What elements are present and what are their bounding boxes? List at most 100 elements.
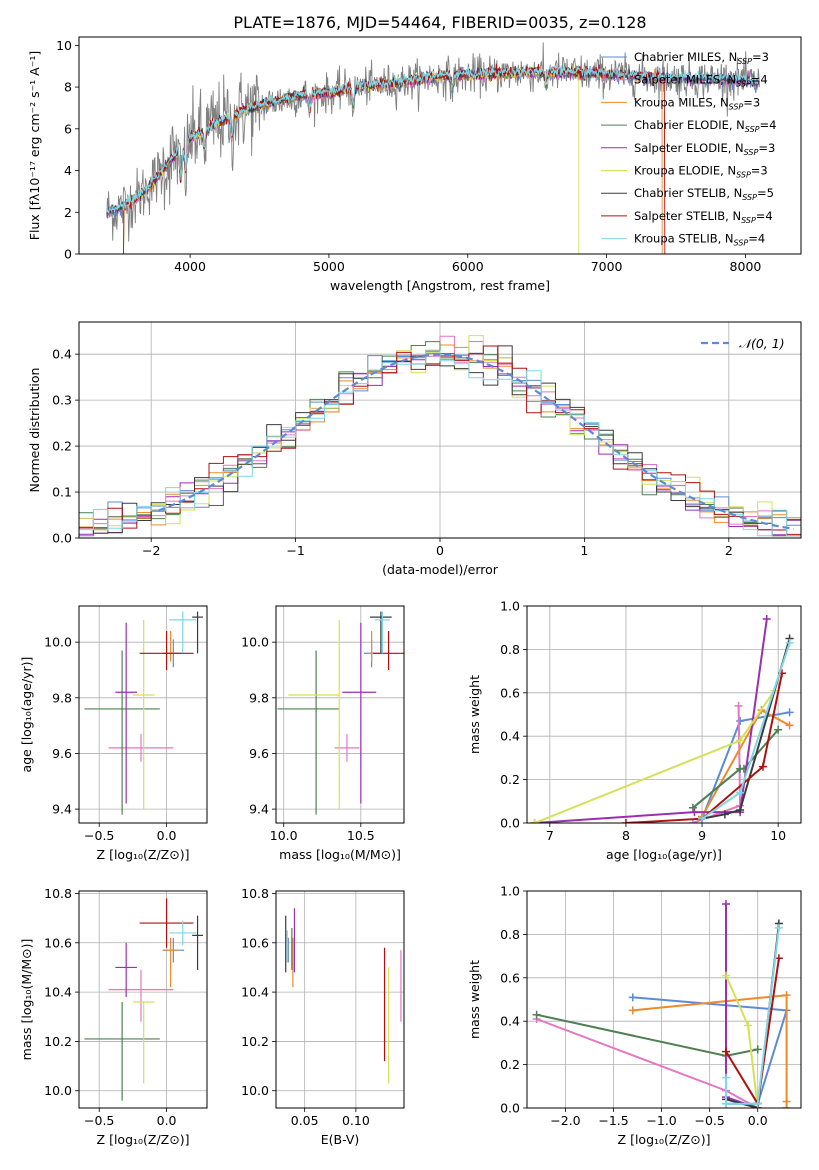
plot-area [79, 335, 801, 537]
x-tick-label: 4000 [174, 259, 206, 274]
weight-marker-salpeter-stelib [722, 1047, 731, 1056]
x-axis-label: Z [log₁₀(Z/Z⊙)] [97, 847, 190, 862]
legend-label-chabrier-miles: Chabrier MILES, NSSP=3 [634, 50, 769, 66]
weight-marker-kroupa-stelib [753, 1099, 762, 1108]
plot-area [106, 42, 760, 254]
y-tick-label: 10.4 [241, 985, 269, 1000]
weight-marker-kroupa-stelib [722, 1073, 731, 1082]
figure-title: PLATE=1876, MJD=54464, FIBERID=0035, z=0… [233, 13, 646, 32]
plot-area [532, 900, 791, 1108]
spectrum-legend: Chabrier MILES, NSSP=3 Salpeter MILES, NS… [601, 50, 776, 248]
histogram-chabrier-stelib [79, 345, 801, 534]
y-tick-label: 10.8 [44, 886, 72, 901]
y-tick-label: 9.8 [52, 690, 72, 705]
y-tick-label: 10.6 [44, 935, 72, 950]
x-tick-label: 0.0 [157, 828, 177, 843]
weight-marker-chabrier-elodie [753, 1045, 762, 1054]
y-tick-label: 0.8 [500, 927, 520, 942]
panel-weight-vs-Z: −2.0 −1.5 −1.0 −0.5 0.0 0.0 0.2 0.4 0.6 0.8 1.0 Z [… [467, 884, 802, 1147]
weight-marker-salpeter-stelib [758, 762, 767, 771]
legend-label-salpeter-elodie: Salpeter ELODIE, NSSP=3 [634, 141, 775, 157]
x-tick-label: −0.5 [84, 828, 114, 843]
weight-marker-kroupa-elodie [736, 736, 745, 745]
x-tick-label: −1.5 [598, 1113, 628, 1128]
model-spectrum-kroupa-miles [123, 66, 663, 254]
weight-marker-chabrier-miles [736, 717, 745, 726]
x-tick-label: 8 [622, 828, 630, 843]
weight-marker-chabrier-miles [628, 993, 637, 1002]
y-tick-label: 10.0 [241, 1083, 269, 1098]
y-tick-label: 0.2 [500, 1057, 520, 1072]
y-axis-label: Flux [fλ10⁻¹⁷ erg cm⁻² s⁻¹ A⁻¹] [27, 51, 42, 240]
y-tick-label: 8 [64, 80, 72, 95]
x-tick-label: −2.0 [550, 1113, 580, 1128]
y-tick-label: 10.6 [241, 935, 269, 950]
axes-frame [78, 36, 802, 255]
weight-marker-salpeter-elodie [722, 900, 731, 909]
y-tick-label: 9.8 [249, 690, 269, 705]
legend-label-salpeter-miles: Salpeter MILES, NSSP=4 [634, 73, 768, 89]
x-axis-label: E(B-V) [321, 1132, 360, 1147]
panel-mass-vs-Z: −0.5 0.0 10.0 10.2 10.4 10.6 10.8 Z [log₁₀(Z/Z⊙… [19, 886, 208, 1147]
weight-marker-salpeter-miles [688, 819, 697, 823]
x-tick-label: 0.10 [342, 1113, 370, 1128]
weight-marker-kroupa-stelib [774, 923, 783, 932]
weight-line-kroupa-stelib [725, 927, 780, 1105]
x-tick-label: 8000 [730, 259, 762, 274]
x-tick-label: −1 [286, 543, 304, 558]
legend-label-kroupa-miles: Kroupa MILES, NSSP=3 [634, 95, 760, 111]
legend-label-normal: 𝒩(0, 1) [739, 336, 785, 351]
weight-line-kroupa-elodie [725, 975, 759, 1108]
panel-residuals: −2 −1 0 1 2 0.0 0.1 0.2 0.3 0.4 (data-model)/error… [27, 321, 802, 577]
y-tick-label: 0.4 [500, 729, 520, 744]
weight-line-salpeter-miles [536, 1018, 759, 1108]
weight-marker-kroupa-miles [628, 1006, 637, 1015]
weight-marker-salpeter-miles [734, 701, 743, 710]
y-tick-label: 4 [64, 163, 72, 178]
weight-marker-kroupa-elodie [744, 1021, 753, 1030]
x-tick-label: −0.5 [84, 1113, 114, 1128]
axes-frame [275, 605, 405, 824]
weight-marker-kroupa-stelib [736, 788, 745, 797]
x-axis-label: Z [log₁₀(Z/Z⊙)] [97, 1132, 190, 1147]
plot-area [530, 615, 794, 823]
y-tick-label: 1.0 [500, 599, 520, 614]
y-tick-label: 0.6 [500, 685, 520, 700]
x-tick-label: 0.0 [748, 1113, 768, 1128]
y-tick-label: 2 [64, 205, 72, 220]
weight-line-chabrier-stelib [701, 638, 791, 820]
y-tick-label: 10.2 [44, 1034, 72, 1049]
y-axis-label: mass weight [467, 960, 482, 1039]
y-axis-label: mass weight [467, 675, 482, 754]
weight-marker-chabrier-elodie [688, 803, 697, 812]
y-tick-label: 0.4 [500, 1014, 520, 1029]
y-tick-label: 0.2 [52, 439, 72, 454]
y-tick-label: 0.0 [500, 1101, 520, 1116]
weight-marker-chabrier-stelib [736, 805, 745, 814]
weight-marker-salpeter-stelib [621, 819, 630, 823]
x-tick-label: 1 [580, 543, 588, 558]
axes-frame [526, 605, 802, 824]
y-axis-label: age [log₁₀(age/yr)] [19, 657, 34, 773]
x-tick-label: 6000 [452, 259, 484, 274]
weight-marker-chabrier-elodie [774, 725, 783, 734]
y-tick-label: 0.6 [500, 970, 520, 985]
legend-label-kroupa-stelib: Kroupa STELIB, NSSP=4 [634, 232, 765, 248]
axes-frame [78, 890, 208, 1109]
y-tick-label: 0.8 [500, 642, 520, 657]
x-tick-label: 10.0 [270, 828, 298, 843]
weight-marker-salpeter-elodie [762, 615, 771, 624]
legend-label-chabrier-stelib: Chabrier STELIB, NSSP=5 [634, 186, 774, 202]
x-axis-label: mass [log₁₀(M/M⊙)] [279, 847, 401, 862]
weight-marker-kroupa-elodie [530, 819, 539, 823]
weight-marker-kroupa-stelib [785, 638, 794, 647]
legend-label-kroupa-elodie: Kroupa ELODIE, NSSP=3 [634, 164, 768, 180]
panel-mass-vs-EBV: 0.05 0.10 10.0 10.2 10.4 10.6 10.8 E(B-V) [241, 886, 405, 1147]
x-tick-label: −0.5 [694, 1113, 724, 1128]
weight-marker-chabrier-stelib [720, 810, 729, 819]
y-tick-label: 10.8 [241, 886, 269, 901]
y-tick-label: 0.3 [52, 393, 72, 408]
y-tick-label: 10.4 [44, 985, 72, 1000]
x-axis-label: wavelength [Angstrom, rest frame] [330, 278, 550, 293]
